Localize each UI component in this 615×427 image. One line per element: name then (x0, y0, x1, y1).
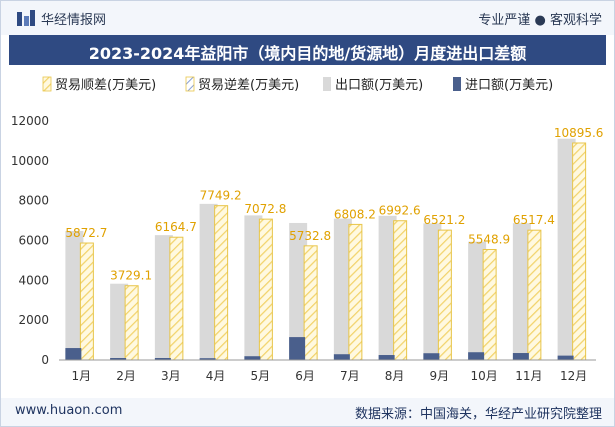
surplus-bar (79, 242, 94, 361)
footer-url: www.huaon.com (15, 403, 123, 418)
data-label: 7072.8 (244, 202, 286, 216)
data-label: 5872.7 (65, 226, 107, 240)
legend-swatch-0 (42, 76, 52, 92)
import-bar (110, 358, 127, 360)
logo-icon (17, 10, 35, 26)
y-axis: 0 2000 4000 6000 8000 10000 12000 (11, 114, 49, 367)
export-bar (557, 138, 576, 360)
import-bar (423, 353, 440, 360)
surplus-bar (303, 245, 318, 361)
export-bar (378, 215, 397, 360)
x-tick-label: 5月 (251, 369, 271, 383)
x-tick-label: 8月 (385, 369, 405, 383)
legend-label-0: 贸易顺差(万美元) (55, 78, 156, 93)
data-label: 6517.4 (513, 213, 555, 227)
data-label: 10895.6 (554, 126, 604, 140)
x-tick-label: 1月 (72, 369, 92, 383)
top-bar: 华经情报网 专业严谨 ● 客观科学 (1, 1, 614, 35)
export-bar (333, 218, 352, 360)
x-tick-label: 10月 (470, 369, 497, 383)
legend: 贸易顺差(万美元) 贸易逆差(万美元) 出口额(万美元) 进口额(万美元) (42, 76, 553, 93)
legend-label-3: 进口额(万美元) (465, 78, 553, 93)
surplus-bar (214, 205, 229, 361)
y-tick-label: 4000 (18, 273, 49, 287)
x-tick-label: 11月 (515, 369, 542, 383)
data-label: 5732.8 (289, 229, 331, 243)
surplus-bar (348, 223, 363, 361)
title-bar: 2023-2024年益阳市（境内目的地/货源地）月度进出口差额 (9, 35, 606, 65)
import-bar (244, 356, 261, 360)
x-tick-label: 7月 (340, 369, 360, 383)
export-bar (199, 203, 218, 360)
x-tick-label: 9月 (430, 369, 450, 383)
legend-swatch-1 (185, 76, 195, 92)
surplus-bar (437, 229, 452, 361)
import-bar (199, 358, 216, 360)
export-bar (289, 222, 308, 360)
footer: www.huaon.com 数据来源：中国海关，华经产业研究院整理 (1, 398, 614, 426)
import-bar (333, 354, 350, 360)
site-name: 华经情报网 (41, 13, 107, 28)
legend-label-2: 出口额(万美元) (335, 78, 423, 93)
export-bar (65, 230, 84, 360)
import-bar (378, 355, 395, 360)
import-bar (65, 348, 82, 360)
legend-swatch-3 (453, 77, 461, 91)
x-tick-label: 12月 (560, 369, 587, 383)
surplus-bar (482, 248, 497, 361)
data-label: 6992.6 (379, 204, 421, 218)
y-tick-label: 10000 (11, 154, 49, 168)
legend-label-1: 贸易逆差(万美元) (198, 77, 299, 93)
import-bar (512, 353, 529, 360)
x-tick-label: 3月 (161, 369, 181, 383)
export-bar (468, 241, 487, 360)
x-tick-label: 6月 (295, 369, 315, 383)
export-bar (110, 283, 129, 360)
surplus-bar (169, 236, 184, 361)
y-tick-label: 6000 (18, 234, 49, 248)
data-label: 3729.1 (110, 269, 152, 283)
surplus-bar (527, 229, 542, 361)
chart-title: 2023-2024年益阳市（境内目的地/货源地）月度进出口差额 (88, 44, 527, 63)
legend-swatch-2 (323, 77, 331, 91)
data-source: 数据来源：中国海关，华经产业研究院整理 (354, 407, 602, 422)
surplus-bar (258, 218, 273, 361)
y-tick-label: 8000 (18, 194, 49, 208)
import-bar (557, 355, 574, 360)
bars: 5872.7 3729.1 6164.7 7749.27072.85732.86808… (65, 126, 604, 361)
chart-area: 贸易顺差(万美元) 贸易逆差(万美元) 出口额(万美元) 进口额(万美元) 0 2000… (11, 76, 604, 383)
data-label: 7749.2 (200, 189, 242, 203)
import-bar (289, 337, 306, 360)
x-tick-label: 2月 (116, 369, 136, 383)
surplus-bar (124, 285, 139, 361)
x-axis: 1月 2月 3月 4月 5月 6月 7月 8月 9月 10月 11月 12月 (59, 359, 596, 383)
data-label: 6164.7 (155, 220, 197, 234)
x-tick-label: 4月 (206, 369, 226, 383)
y-tick-label: 12000 (11, 114, 49, 128)
import-bar (154, 358, 171, 360)
surplus-bar (393, 220, 408, 361)
data-label: 5548.9 (468, 232, 510, 246)
y-tick-label: 2000 (18, 313, 49, 327)
export-bar (423, 223, 442, 360)
y-tick-label: 0 (41, 353, 49, 367)
export-bar (244, 215, 263, 360)
import-bar (468, 352, 485, 360)
tagline: 专业严谨 ● 客观科学 (478, 13, 602, 28)
data-label: 6808.2 (334, 207, 376, 221)
export-bar (512, 223, 531, 360)
surplus-bar (572, 142, 587, 361)
export-bar (154, 235, 173, 360)
data-label: 6521.2 (423, 213, 465, 227)
